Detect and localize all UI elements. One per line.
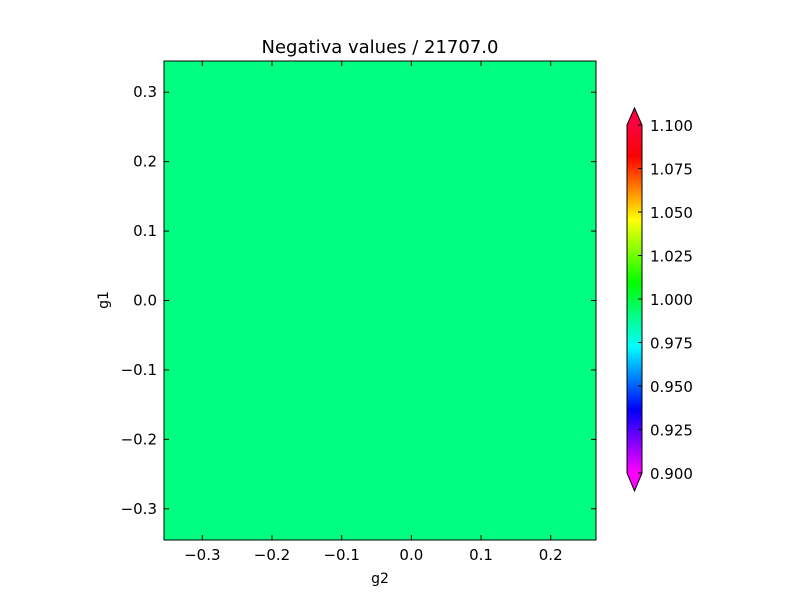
x-axis-ticks: −0.3 −0.2 −0.1 0.0 0.1 0.2 [184,61,563,564]
colorbar-tick-label: 1.025 [650,248,693,266]
colorbar-tick-label: 0.950 [650,378,693,396]
colorbar-ticks: 0.900 0.925 0.950 0.975 1.000 1.025 1.050 1.075… [638,117,693,483]
colorbar-tick-label: 0.900 [650,465,693,483]
y-axis-ticks: 0.3 0.2 0.1 0.0 −0.1 −0.2 −0.3 [121,83,596,518]
colorbar-over-extension [627,108,642,125]
y-tick-label: 0.2 [133,153,157,171]
y-tick-label: 0.1 [133,222,157,240]
x-tick-label: 0.2 [539,546,563,564]
colorbar: 0.900 0.925 0.950 0.975 1.000 1.025 1.050 1.075… [626,106,693,493]
x-tick-label: 0.1 [469,546,493,564]
colorbar-tick-label: 1.000 [650,291,693,309]
x-tick-label: −0.1 [323,546,359,564]
y-tick-label: −0.1 [121,361,157,379]
x-tick-label: 0.0 [399,546,423,564]
y-tick-label: 0.3 [133,83,157,101]
y-tick-label: 0.0 [133,292,157,310]
chart-title: Negativa values / 21707.0 [262,37,499,58]
y-axis-label: g1 [96,291,112,309]
colorbar-tick-label: 1.100 [650,117,693,135]
heatmap-field [164,61,596,540]
y-tick-label: −0.3 [121,500,157,518]
colorbar-under-extension [627,473,642,491]
colorbar-tick-label: 1.075 [650,161,693,179]
y-tick-label: −0.2 [121,430,157,448]
x-tick-label: −0.2 [254,546,290,564]
colorbar-tick-label: 0.925 [650,422,693,440]
colorbar-tick-label: 1.050 [650,204,693,222]
colorbar-tick-label: 0.975 [650,335,693,353]
x-axis-label: g2 [371,571,389,587]
x-tick-label: −0.3 [184,546,220,564]
